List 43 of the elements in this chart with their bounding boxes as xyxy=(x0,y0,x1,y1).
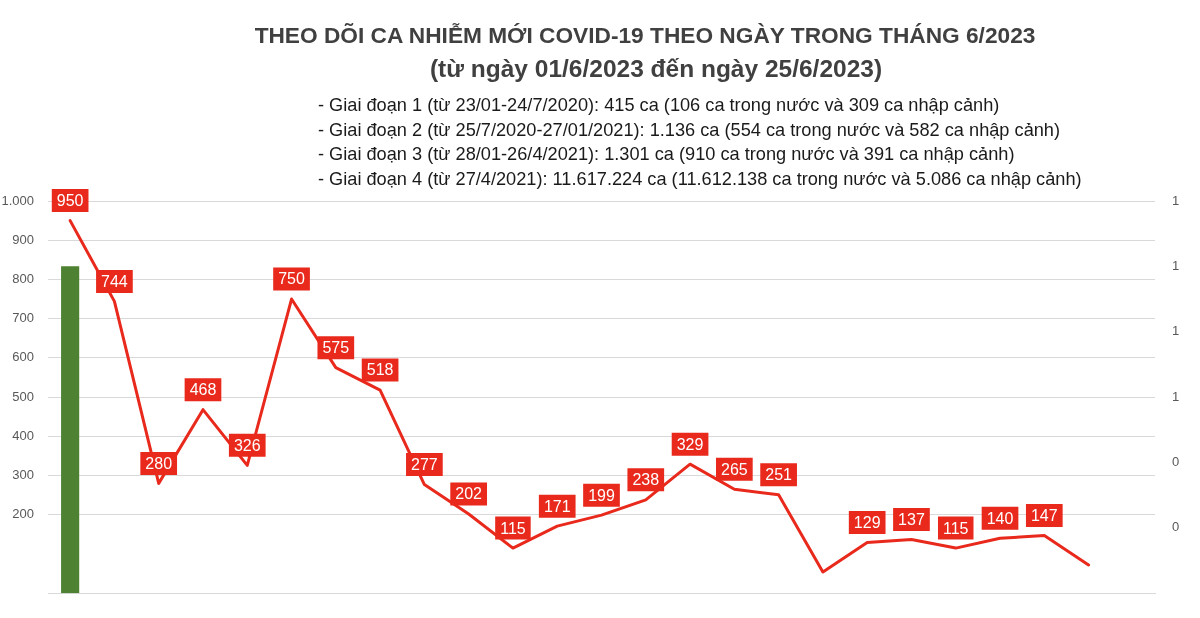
y-tick-label: 1.000 xyxy=(1,192,34,208)
y-tick-label: 500 xyxy=(12,388,34,404)
data-label: 744 xyxy=(101,272,128,290)
data-label: 280 xyxy=(145,454,173,472)
data-label: 575 xyxy=(322,339,350,357)
y-tick-label: 700 xyxy=(12,310,34,326)
data-label: 750 xyxy=(278,270,305,288)
data-label: 140 xyxy=(986,509,1014,527)
text: - Giai đoạn 1 (từ 23/01-24/7/2020): 415 ca (106 ca trong nước và 309 ca nhập cảnh) xyxy=(318,94,1001,117)
data-label: 115 xyxy=(500,519,526,537)
y2-tick-label: 0 xyxy=(1172,454,1180,470)
y2-tick-label: 1 xyxy=(1172,192,1180,208)
data-label: 518 xyxy=(366,361,394,379)
chart-title: THEO DÕI CA NHIỄM MỚI COVID-19 THEO NGÀY TRONG THÁNG 6/2023 xyxy=(253,22,1037,49)
y2-tick-label: 1 xyxy=(1172,323,1180,339)
y2-tick-label: 1 xyxy=(1172,257,1180,273)
data-label: 147 xyxy=(1030,506,1058,524)
y-tick-label: 300 xyxy=(12,467,34,483)
data-label: 277 xyxy=(411,455,438,473)
y2-tick-label: 1 xyxy=(1172,388,1180,404)
text: - Giai đoạn 4 (từ 27/4/2021): 11.617.224 ca (11.612.138 ca trong nước và 5.086 ca nhập cảnh) xyxy=(318,167,1082,191)
data-label: 326 xyxy=(233,436,261,454)
y-tick-label: 400 xyxy=(12,427,34,443)
text: - Giai đoạn 3 (từ 28/01-26/4/2021): 1.301 ca (910 ca trong nước và 391 ca nhập cảnh) xyxy=(318,143,1016,166)
text: - Giai đoạn 2 (từ 25/7/2020-27/01/2021): 1.136 ca (554 ca trong nước và 582 ca nhập cảnh) xyxy=(318,118,1062,142)
data-label: 468 xyxy=(189,381,217,399)
y2-tick-label: 0 xyxy=(1172,519,1180,535)
data-label: 265 xyxy=(720,460,748,478)
data-label: 202 xyxy=(455,485,483,503)
data-label: 238 xyxy=(632,471,660,489)
data-label: 137 xyxy=(898,510,925,528)
data-label: 129 xyxy=(853,514,881,532)
y-tick-label: 900 xyxy=(12,231,34,247)
data-label: 950 xyxy=(56,192,84,210)
data-label: 251 xyxy=(765,466,793,484)
data-label: 199 xyxy=(588,486,615,504)
y-tick-label: 200 xyxy=(12,506,34,522)
data-label: 171 xyxy=(543,497,571,515)
data-label: 115 xyxy=(942,519,969,537)
chart-subtitle: (từ ngày 01/6/2023 đến ngày 25/6/2023) xyxy=(428,55,884,83)
y-tick-label: 800 xyxy=(12,271,34,287)
data-label: 329 xyxy=(676,435,704,453)
y-tick-label: 600 xyxy=(12,349,34,365)
